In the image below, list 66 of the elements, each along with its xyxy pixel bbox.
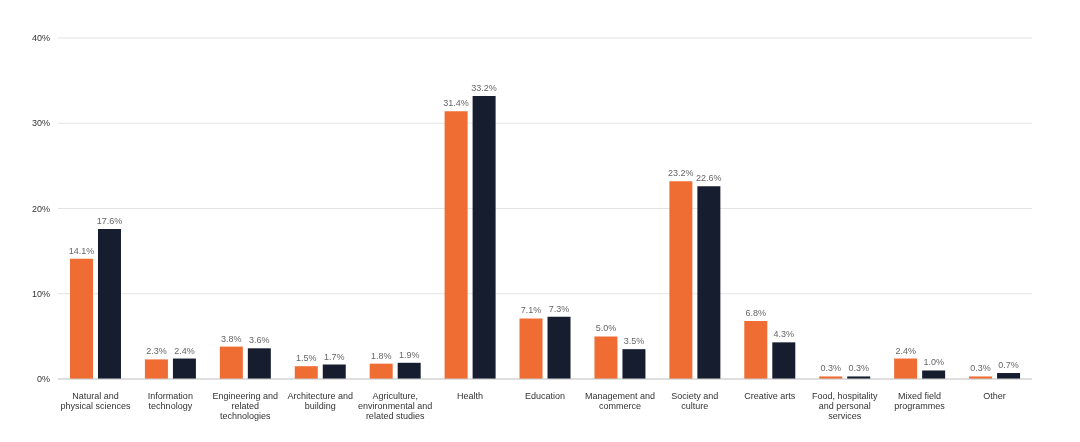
data-label: 0.7% — [998, 360, 1019, 371]
data-label: 22.6% — [696, 173, 722, 184]
bar — [172, 358, 196, 379]
bar — [894, 358, 918, 379]
x-tick-label: Management and commerce — [584, 391, 655, 411]
bar — [322, 364, 346, 379]
bar — [697, 186, 721, 379]
y-tick-label: 30% — [31, 118, 50, 129]
y-tick-label: 20% — [31, 203, 50, 214]
data-label: 23.2% — [668, 168, 694, 179]
data-label: 2.4% — [174, 345, 195, 356]
data-label: 1.0% — [923, 357, 944, 368]
y-tick-label: 0% — [36, 374, 50, 385]
data-label: 6.8% — [745, 308, 767, 319]
bar — [397, 362, 421, 379]
y-tick-label: 40% — [31, 33, 50, 44]
data-label: 0.3% — [970, 363, 991, 374]
bar — [219, 346, 243, 379]
x-tick-label: Other — [983, 391, 1006, 401]
bar — [97, 228, 121, 379]
x-tick-label: Architecture and building — [287, 391, 353, 411]
x-tick-label: Natural and physical sciences — [60, 391, 131, 411]
bar — [472, 95, 496, 379]
bar — [247, 348, 271, 379]
data-label: 1.5% — [296, 353, 317, 364]
bar — [547, 316, 571, 379]
data-label: 3.5% — [623, 336, 645, 347]
bar — [622, 349, 646, 379]
bar — [444, 111, 468, 379]
bar — [772, 342, 796, 379]
data-label: 1.8% — [370, 350, 392, 361]
data-label: 1.9% — [398, 349, 420, 360]
data-label: 17.6% — [96, 215, 123, 226]
data-label: 7.1% — [520, 305, 542, 316]
x-tick-label: Engineering and related technologies — [212, 391, 279, 421]
data-label: 3.8% — [221, 333, 242, 344]
bar — [669, 181, 693, 379]
data-label: 7.3% — [548, 303, 570, 314]
x-tick-label: Health — [457, 391, 484, 401]
x-tick-label: Food, hospitality and personal services — [811, 391, 878, 421]
y-tick-label: 10% — [31, 288, 50, 299]
data-label: 33.2% — [471, 82, 497, 93]
bar — [519, 318, 543, 379]
x-tick-label: Mixed field programmes — [894, 391, 946, 411]
data-label: 0.3% — [848, 363, 869, 374]
data-label: 31.4% — [443, 98, 469, 109]
x-tick-label: Information technology — [147, 391, 193, 411]
x-tick-label: Society and culture — [671, 391, 719, 411]
data-label: 5.0% — [595, 323, 617, 334]
data-label: 2.4% — [895, 345, 916, 356]
bar — [922, 370, 946, 379]
data-label: 3.6% — [249, 335, 270, 346]
bar — [744, 321, 768, 379]
bar — [369, 363, 393, 379]
data-label: 0.3% — [820, 363, 841, 374]
bar — [69, 258, 93, 379]
bar — [594, 336, 618, 379]
x-tick-label: Creative arts — [744, 391, 796, 401]
data-label: 14.1% — [68, 245, 95, 256]
data-label: 1.7% — [324, 351, 345, 362]
bar — [144, 359, 168, 379]
data-label: 2.3% — [146, 346, 167, 357]
x-tick-label: Agriculture, environmental and related studies — [358, 391, 433, 421]
data-label: 4.3% — [773, 329, 795, 340]
x-tick-label: Education — [524, 391, 566, 401]
bar — [294, 366, 318, 379]
